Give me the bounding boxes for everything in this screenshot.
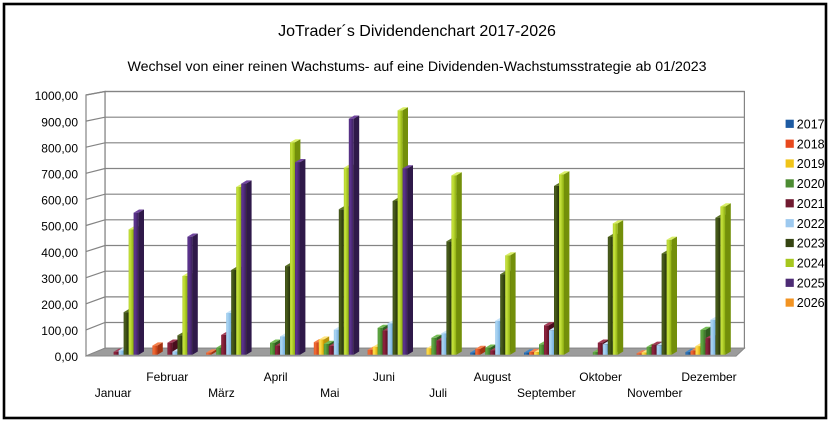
svg-text:200,00: 200,00 [41, 298, 78, 312]
svg-text:900,00: 900,00 [41, 115, 78, 129]
svg-text:700,00: 700,00 [41, 168, 78, 182]
svg-text:600,00: 600,00 [41, 194, 78, 208]
svg-text:2020: 2020 [797, 177, 825, 191]
svg-text:300,00: 300,00 [41, 272, 78, 286]
svg-text:2022: 2022 [797, 217, 825, 231]
svg-text:2023: 2023 [797, 237, 825, 251]
svg-text:September: September [517, 386, 576, 400]
svg-text:März: März [208, 386, 235, 400]
svg-text:2019: 2019 [797, 157, 825, 171]
svg-text:April: April [264, 370, 288, 384]
svg-text:Januar: Januar [95, 386, 132, 400]
svg-text:2017: 2017 [797, 117, 825, 131]
svg-text:400,00: 400,00 [41, 246, 78, 260]
svg-text:2025: 2025 [797, 276, 825, 290]
svg-text:Wechsel von einer reinen Wachs: Wechsel von einer reinen Wachstums- auf … [127, 59, 706, 75]
svg-text:Februar: Februar [146, 370, 188, 384]
svg-text:1000,00: 1000,00 [35, 89, 79, 103]
svg-text:100,00: 100,00 [41, 324, 78, 338]
svg-text:Oktober: Oktober [579, 370, 622, 384]
svg-text:2024: 2024 [797, 257, 825, 271]
svg-text:2026: 2026 [797, 296, 825, 310]
svg-text:500,00: 500,00 [41, 220, 78, 234]
svg-text:JoTrader´s Dividendenchart 201: JoTrader´s Dividendenchart 2017-2026 [278, 23, 556, 40]
svg-text:August: August [474, 370, 512, 384]
svg-text:Juli: Juli [429, 386, 447, 400]
svg-text:2018: 2018 [797, 137, 825, 151]
svg-text:Juni: Juni [373, 370, 395, 384]
svg-text:800,00: 800,00 [41, 141, 78, 155]
svg-text:2021: 2021 [797, 197, 825, 211]
svg-text:Mai: Mai [320, 386, 339, 400]
svg-text:0,00: 0,00 [55, 350, 79, 364]
svg-text:November: November [627, 386, 682, 400]
svg-text:Dezember: Dezember [681, 370, 736, 384]
